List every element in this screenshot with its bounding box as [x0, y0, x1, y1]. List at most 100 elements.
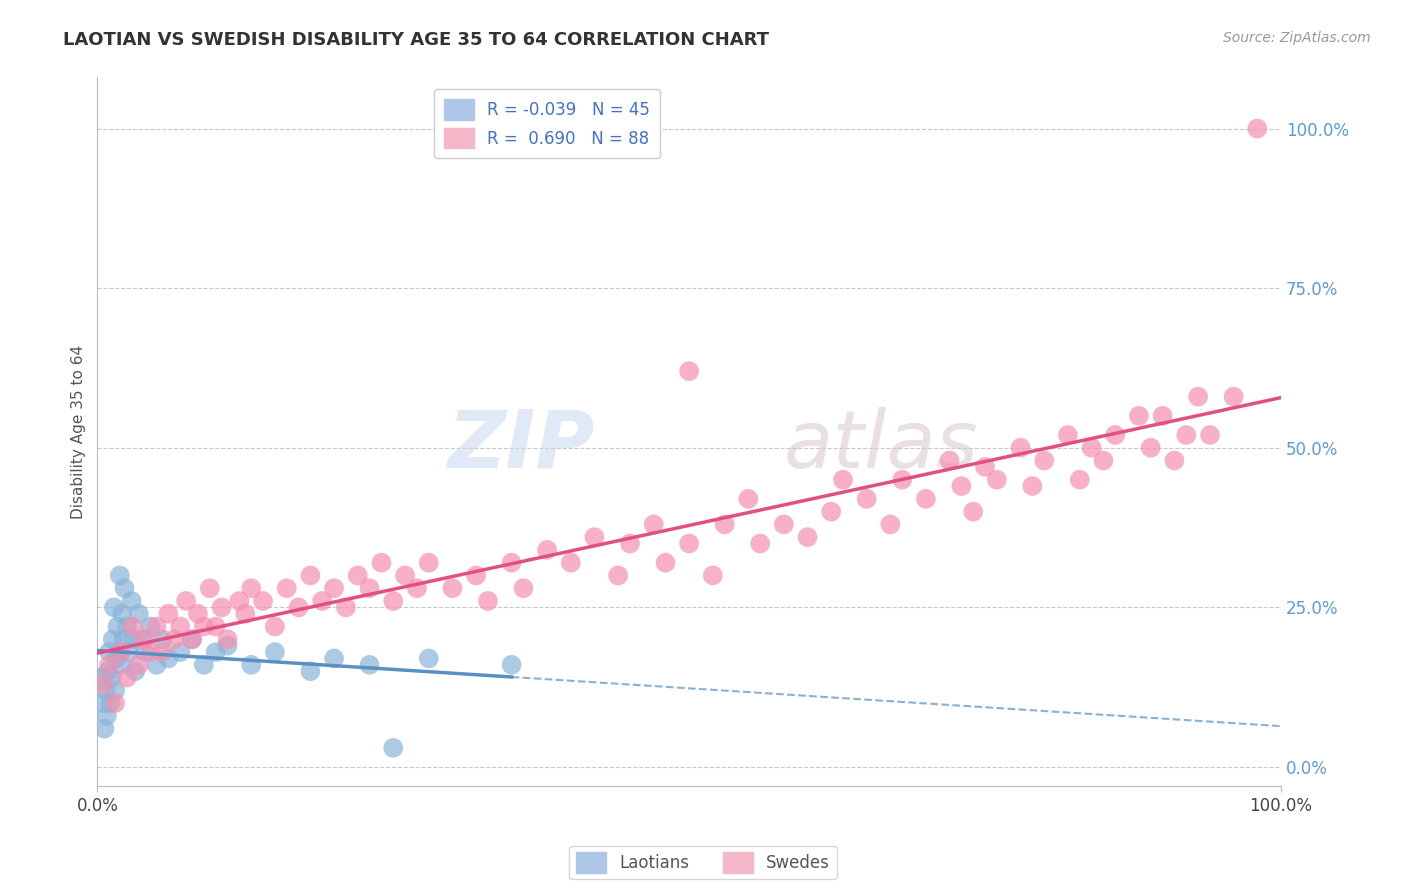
Point: [115, 671, 138, 685]
Point: [950, 479, 973, 493]
Point: [121, 632, 143, 647]
Point: [335, 600, 357, 615]
Point: [131, 632, 153, 647]
Point: [583, 530, 606, 544]
Point: [157, 651, 180, 665]
Point: [139, 645, 162, 659]
Point: [1021, 479, 1043, 493]
Point: [713, 517, 735, 532]
Point: [986, 473, 1008, 487]
Point: [1033, 453, 1056, 467]
Point: [737, 491, 759, 506]
Point: [174, 594, 197, 608]
Point: [1175, 428, 1198, 442]
Point: [157, 607, 180, 621]
Point: [1080, 441, 1102, 455]
Point: [394, 568, 416, 582]
Point: [217, 632, 239, 647]
Point: [152, 645, 174, 659]
Text: LAOTIAN VS SWEDISH DISABILITY AGE 35 TO 64 CORRELATION CHART: LAOTIAN VS SWEDISH DISABILITY AGE 35 TO …: [63, 31, 769, 49]
Point: [323, 651, 346, 665]
Point: [98, 657, 121, 672]
Point: [1199, 428, 1222, 442]
Point: [974, 459, 997, 474]
Point: [654, 556, 676, 570]
Point: [359, 657, 381, 672]
Point: [115, 619, 138, 633]
Point: [240, 581, 263, 595]
Point: [112, 632, 135, 647]
Point: [1057, 428, 1080, 442]
Point: [110, 645, 132, 659]
Point: [299, 568, 322, 582]
Point: [94, 683, 117, 698]
Text: atlas: atlas: [783, 407, 979, 485]
Point: [619, 536, 641, 550]
Point: [1104, 428, 1126, 442]
Point: [346, 568, 368, 582]
Point: [477, 594, 499, 608]
Point: [139, 619, 162, 633]
Point: [643, 517, 665, 532]
Point: [181, 632, 204, 647]
Point: [536, 542, 558, 557]
Point: [1152, 409, 1174, 423]
Text: ZIP: ZIP: [447, 407, 595, 485]
Point: [121, 594, 143, 608]
Point: [111, 607, 134, 621]
Point: [276, 581, 298, 595]
Point: [107, 619, 129, 633]
Text: Source: ZipAtlas.com: Source: ZipAtlas.com: [1223, 31, 1371, 45]
Point: [607, 568, 630, 582]
Point: [204, 645, 226, 659]
Point: [678, 364, 700, 378]
Point: [1246, 121, 1268, 136]
Point: [103, 600, 125, 615]
Point: [512, 581, 534, 595]
Point: [124, 664, 146, 678]
Point: [879, 517, 901, 532]
Point: [370, 556, 392, 570]
Point: [193, 657, 215, 672]
Point: [382, 740, 405, 755]
Point: [104, 696, 127, 710]
Point: [264, 619, 287, 633]
Point: [418, 556, 440, 570]
Point: [134, 645, 156, 659]
Point: [1222, 390, 1244, 404]
Legend: Laotians, Swedes: Laotians, Swedes: [569, 846, 837, 880]
Point: [145, 657, 167, 672]
Point: [93, 722, 115, 736]
Point: [128, 607, 150, 621]
Point: [749, 536, 772, 550]
Point: [169, 619, 191, 633]
Point: [678, 536, 700, 550]
Point: [418, 651, 440, 665]
Point: [382, 594, 405, 608]
Point: [962, 505, 984, 519]
Point: [1069, 473, 1091, 487]
Point: [465, 568, 488, 582]
Point: [97, 664, 120, 678]
Point: [441, 581, 464, 595]
Legend: R = -0.039   N = 45, R =  0.690   N = 88: R = -0.039 N = 45, R = 0.690 N = 88: [434, 89, 661, 158]
Point: [1128, 409, 1150, 423]
Point: [240, 657, 263, 672]
Point: [1139, 441, 1161, 455]
Point: [152, 632, 174, 647]
Point: [134, 632, 156, 647]
Point: [98, 696, 121, 710]
Point: [145, 619, 167, 633]
Point: [163, 632, 186, 647]
Point: [501, 556, 523, 570]
Point: [501, 657, 523, 672]
Point: [560, 556, 582, 570]
Point: [1187, 390, 1209, 404]
Point: [264, 645, 287, 659]
Point: [98, 645, 121, 659]
Point: [100, 671, 122, 685]
Point: [299, 664, 322, 678]
Point: [169, 645, 191, 659]
Point: [1010, 441, 1032, 455]
Point: [128, 657, 150, 672]
